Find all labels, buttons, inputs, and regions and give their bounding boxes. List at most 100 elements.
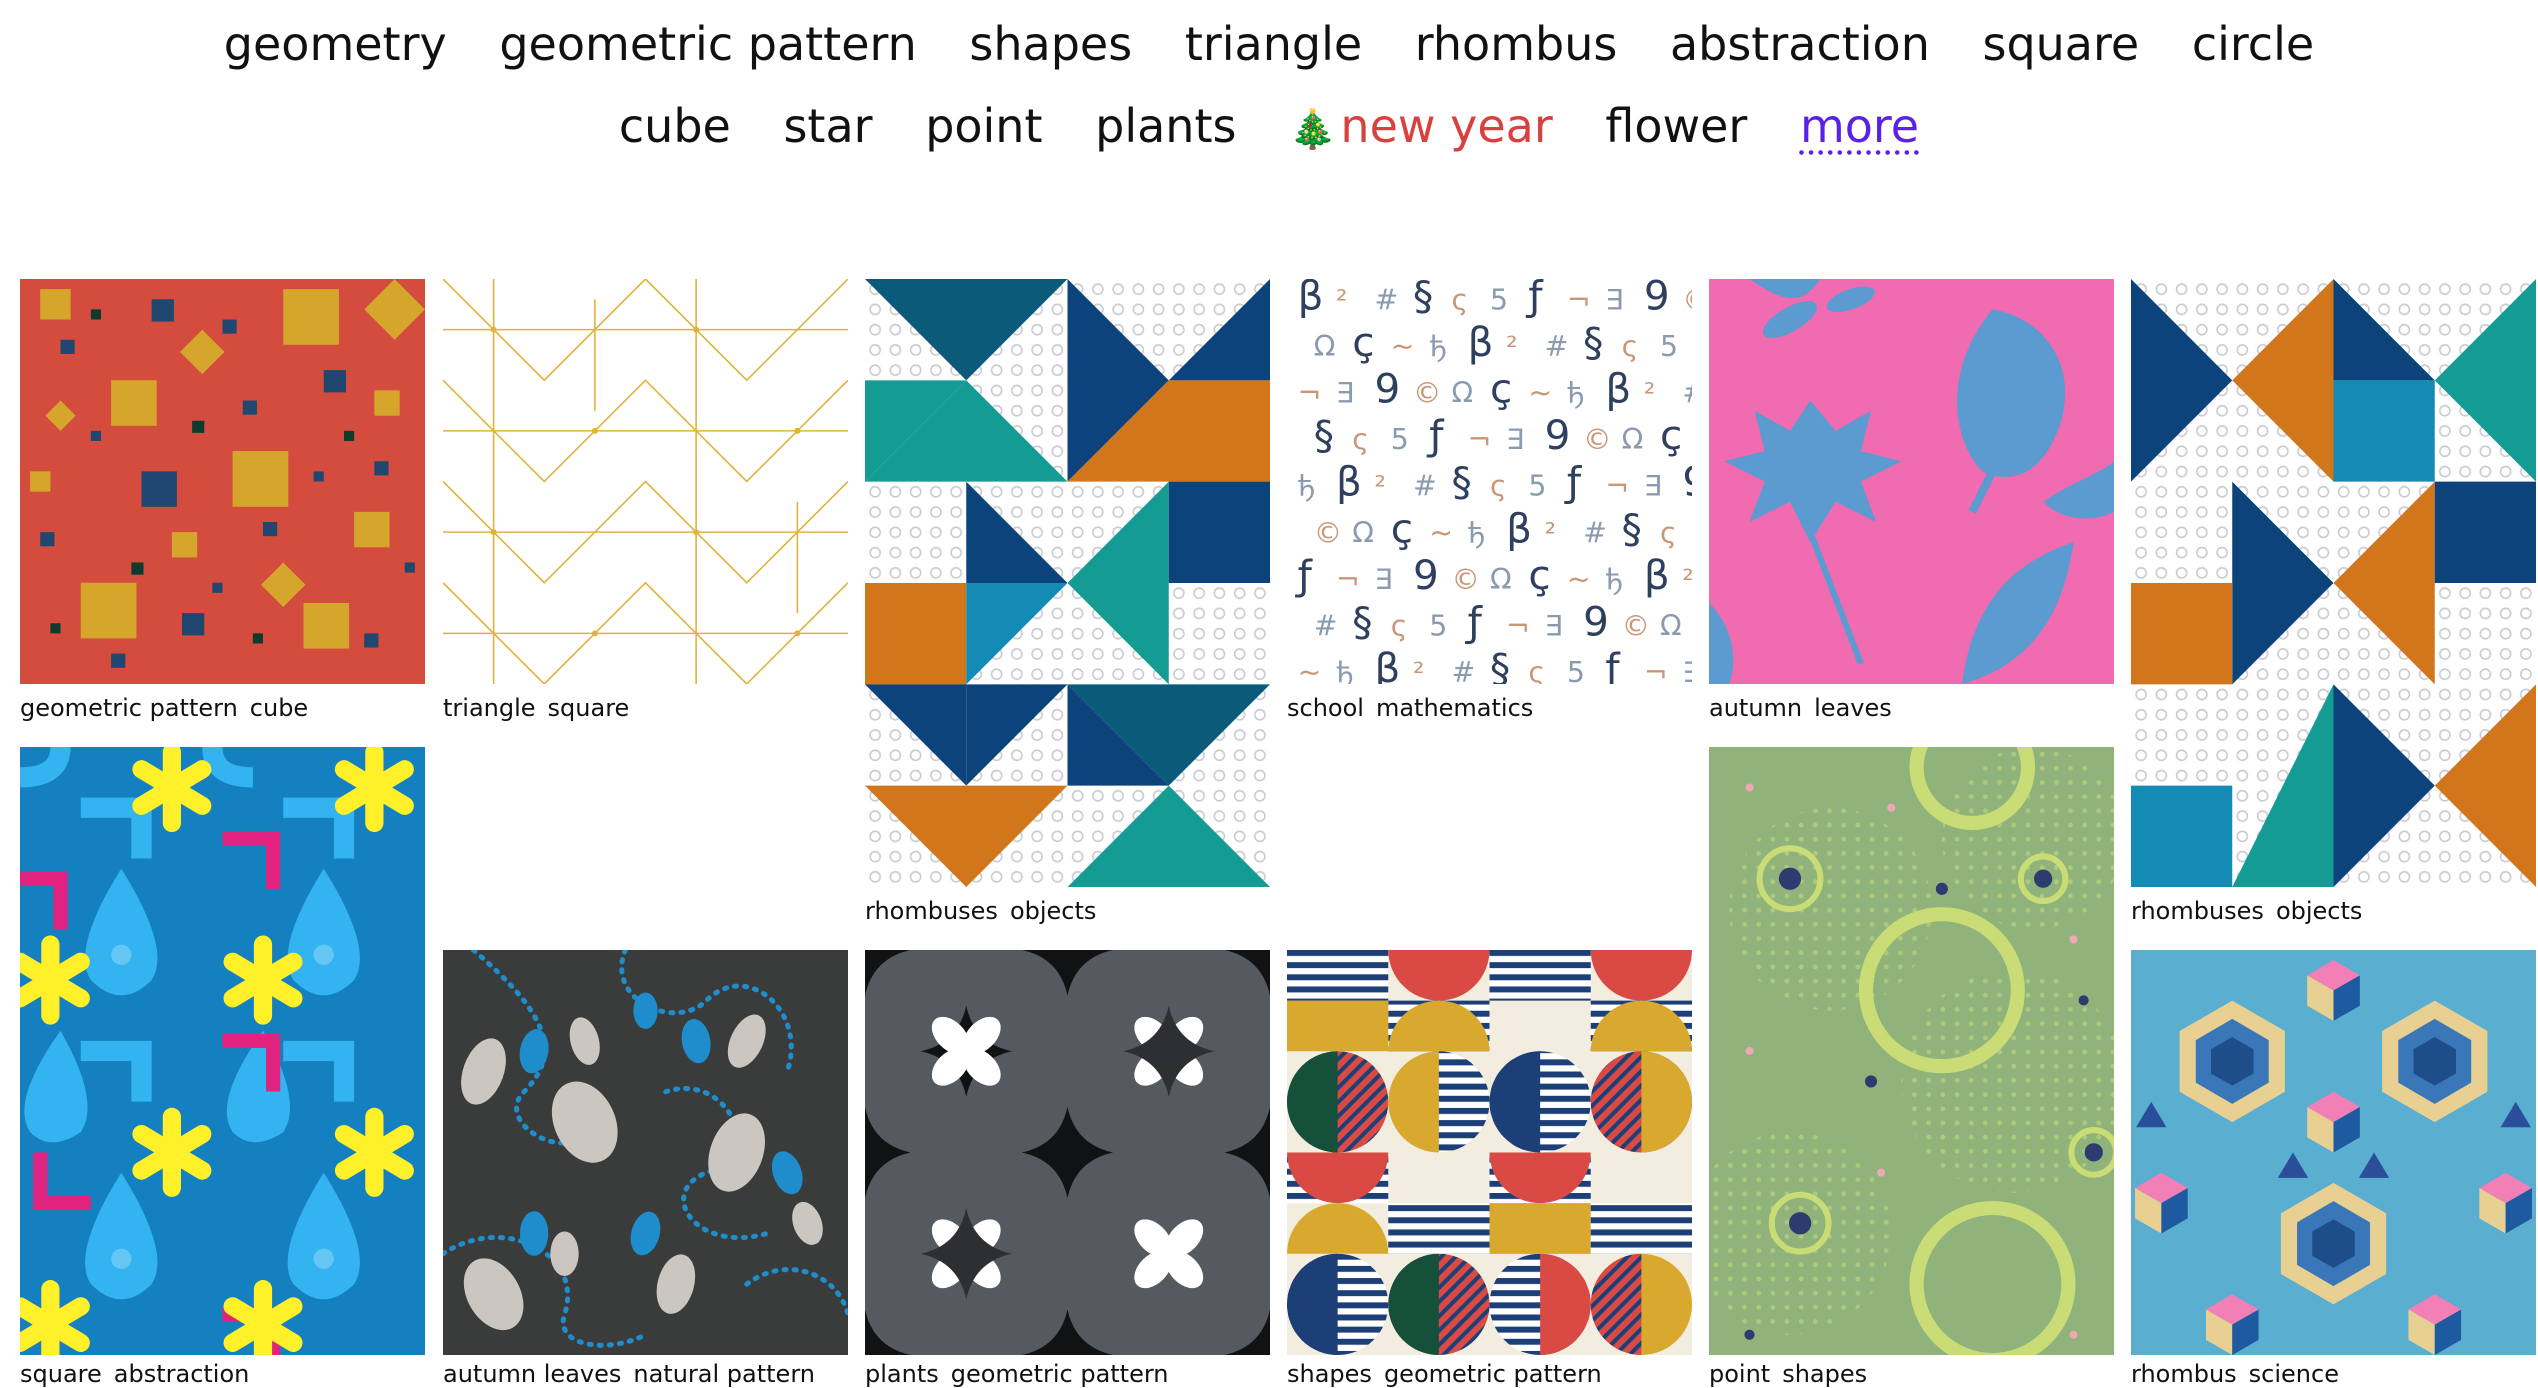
card-tag-link[interactable]: abstraction	[113, 1360, 250, 1388]
math-glyph: ƒ	[1602, 644, 1621, 684]
math-glyph: ~	[1429, 516, 1453, 549]
tag-link-square[interactable]: square	[1982, 17, 2140, 71]
math-glyph: Ω	[1490, 563, 1512, 596]
pattern-card-2[interactable]	[443, 279, 848, 684]
tag-link-new-year[interactable]: 🎄new year	[1289, 96, 1553, 159]
card-5-caption: autumn leaves	[1709, 694, 1904, 722]
pattern-image-square-abstraction	[20, 747, 425, 1355]
math-glyph: 9	[1583, 597, 1609, 645]
tag-link-rhombus[interactable]: rhombus	[1414, 17, 1618, 71]
card-tag-link[interactable]: rhombuses	[865, 897, 998, 925]
math-glyph: ђ	[1429, 330, 1447, 363]
tag-link-star[interactable]: star	[783, 99, 873, 153]
tag-link-triangle[interactable]: triangle	[1184, 17, 1363, 71]
card-9-caption: plants geometric pattern	[865, 1360, 1181, 1388]
card-tag-link[interactable]: plants	[865, 1360, 939, 1388]
pattern-card-8[interactable]	[443, 950, 848, 1355]
math-glyph: 9	[1682, 458, 1692, 506]
math-glyph: §	[1622, 504, 1642, 552]
card-tag-link[interactable]: rhombuses	[2131, 897, 2264, 925]
card-tag-link[interactable]: square	[547, 694, 630, 722]
tag-link-abstraction[interactable]: abstraction	[1669, 17, 1930, 71]
tag-link-geometric-pattern[interactable]: geometric pattern	[499, 17, 917, 71]
math-glyph: ~	[1298, 656, 1322, 684]
tag-link-flower[interactable]: flower	[1605, 99, 1748, 153]
tag-link-circle[interactable]: circle	[2191, 17, 2315, 71]
card-tag-link[interactable]: natural pattern	[633, 1360, 815, 1388]
card-tag-link[interactable]: geometric pattern	[20, 694, 238, 722]
pattern-card-11[interactable]	[1709, 747, 2114, 1355]
math-glyph: ђ	[1605, 563, 1623, 596]
math-glyph: 9	[1644, 279, 1670, 319]
pattern-card-9[interactable]	[865, 950, 1270, 1355]
card-tag-link[interactable]: autumn leaves	[443, 1360, 622, 1388]
math-glyph: ς	[1490, 470, 1507, 503]
card-tag-link[interactable]: science	[2248, 1360, 2339, 1388]
pattern-card-12[interactable]	[2131, 950, 2536, 1355]
card-tag-link[interactable]: shapes	[1287, 1360, 1372, 1388]
math-glyph: Ω	[1352, 516, 1374, 549]
math-glyph: ∃	[1375, 563, 1393, 596]
math-glyph: ђ	[1468, 516, 1486, 549]
math-glyph: β	[1298, 279, 1324, 319]
math-glyph: ¬	[1298, 377, 1322, 410]
pattern-card-7[interactable]	[20, 747, 425, 1355]
pattern-image-math-glyphs: β²#§ς5ƒ¬∃9©Ωç~ђβ²#§ς5ƒ¬∃9©Ωç~ђβ²#§ς5ƒ¬∃9…	[1287, 279, 1692, 684]
pattern-image-autumn-leaves-dark	[443, 950, 848, 1355]
card-tag-link[interactable]: autumn	[1709, 694, 1803, 722]
math-glyph: ∃	[1682, 656, 1692, 684]
math-glyph: β	[1375, 644, 1401, 684]
card-tag-link[interactable]: school	[1287, 694, 1364, 722]
math-glyph: Ω	[1314, 330, 1336, 363]
tag-link-geometry[interactable]: geometry	[223, 17, 447, 71]
card-tag-link[interactable]: point	[1709, 1360, 1771, 1388]
math-glyph: ∃	[1506, 423, 1524, 456]
card-tag-link[interactable]: triangle	[443, 694, 536, 722]
card-tag-link[interactable]: shapes	[1782, 1360, 1868, 1388]
pattern-card-3[interactable]	[865, 279, 1270, 887]
math-glyph: ç	[1528, 551, 1550, 599]
card-tag-link[interactable]: cube	[249, 694, 309, 722]
math-glyph: ~	[1567, 563, 1591, 596]
math-glyph: ©	[1622, 609, 1650, 642]
math-glyph: ¬	[1567, 283, 1591, 316]
card-10-caption: shapes geometric pattern	[1287, 1360, 1614, 1388]
math-glyph: 5	[1490, 283, 1508, 316]
math-glyph: ²	[1644, 377, 1655, 410]
card-tag-link[interactable]: geometric pattern	[950, 1360, 1169, 1388]
pattern-card-4[interactable]: β²#§ς5ƒ¬∃9©Ωç~ђβ²#§ς5ƒ¬∃9©Ωç~ђβ²#§ς5ƒ¬∃9…	[1287, 279, 1692, 684]
math-glyph: #	[1314, 609, 1338, 642]
card-tag-link[interactable]: leaves	[1814, 694, 1892, 722]
more-tags-link[interactable]: more	[1799, 99, 1920, 153]
math-glyph: 5	[1528, 470, 1546, 503]
math-glyph: ç	[1660, 411, 1682, 459]
card-tag-link[interactable]: square	[20, 1360, 102, 1388]
card-6-caption: rhombuses objects	[2131, 897, 2374, 925]
math-glyph: ²	[1682, 563, 1692, 596]
card-tag-link[interactable]: objects	[2275, 897, 2363, 925]
tag-link-plants[interactable]: plants	[1095, 99, 1237, 153]
tag-row-1: geometry geometric pattern shapes triang…	[0, 14, 2538, 74]
math-glyph: ²	[1375, 470, 1386, 503]
math-glyph: 9	[1545, 411, 1571, 459]
math-glyph: 5	[1391, 423, 1409, 456]
pattern-card-6[interactable]	[2131, 279, 2536, 887]
pattern-card-5[interactable]	[1709, 279, 2114, 684]
math-glyph: ¬	[1644, 656, 1668, 684]
tag-link-shapes[interactable]: shapes	[969, 17, 1133, 71]
math-glyph: ¬	[1336, 563, 1360, 596]
card-tag-link[interactable]: objects	[1009, 897, 1097, 925]
math-glyph: §	[1314, 411, 1334, 459]
card-tag-link[interactable]: mathematics	[1375, 694, 1534, 722]
pattern-card-1[interactable]	[20, 279, 425, 684]
math-glyph: ²	[1413, 656, 1424, 684]
math-glyph: #	[1375, 283, 1399, 316]
tag-link-point[interactable]: point	[925, 99, 1043, 153]
pattern-image-shapes-geometric	[1287, 950, 1692, 1355]
card-tag-link[interactable]: rhombus	[2131, 1360, 2237, 1388]
math-glyph: #	[1413, 470, 1437, 503]
pattern-image-autumn-leaves-pink	[1709, 279, 2114, 684]
tag-link-cube[interactable]: cube	[618, 99, 731, 153]
pattern-card-10[interactable]	[1287, 950, 1692, 1355]
card-tag-link[interactable]: geometric pattern	[1383, 1360, 1602, 1388]
